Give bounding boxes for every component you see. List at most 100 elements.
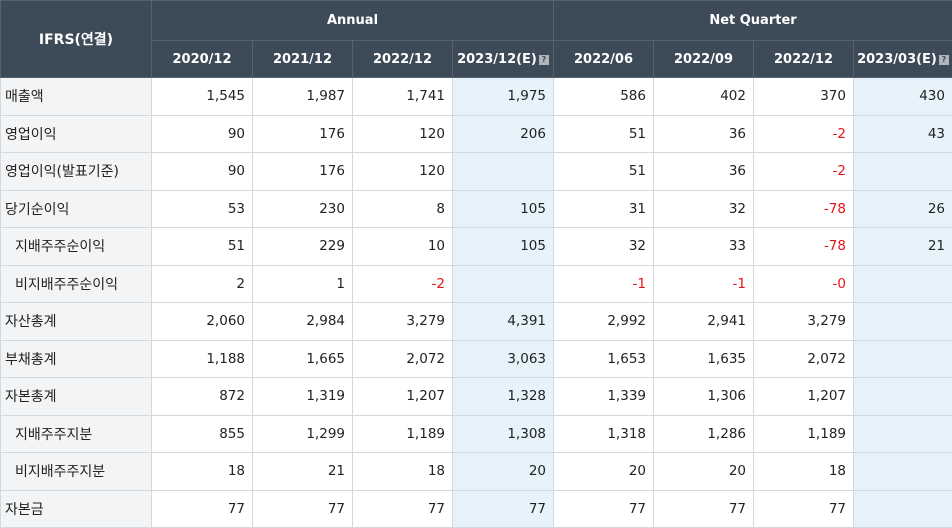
table-cell: 43 xyxy=(854,115,952,153)
table-cell: 33 xyxy=(654,228,754,266)
table-cell: 77 xyxy=(654,490,754,528)
table-cell: 1,207 xyxy=(754,378,854,416)
row-label: 자본금 xyxy=(1,490,152,528)
table-cell: 1,308 xyxy=(453,415,554,453)
table-cell: 32 xyxy=(654,190,754,228)
table-cell: 36 xyxy=(654,153,754,191)
row-label: 부채총계 xyxy=(1,340,152,378)
column-header-label: 2021/12 xyxy=(273,52,332,67)
net-quarter-group-header: Net Quarter xyxy=(554,1,952,41)
table-cell: 18 xyxy=(152,453,253,491)
row-label: 비지배주주지분 xyxy=(1,453,152,491)
table-cell: 1 xyxy=(253,265,353,303)
estimate-help-icon[interactable]: ? xyxy=(939,55,949,65)
table-cell: 1,189 xyxy=(754,415,854,453)
column-header: 2020/12 xyxy=(152,41,253,78)
table-cell: 105 xyxy=(453,190,554,228)
table-cell: -1 xyxy=(554,265,654,303)
table-cell: 26 xyxy=(854,190,952,228)
table-cell: 18 xyxy=(754,453,854,491)
row-label: 지배주주순이익 xyxy=(1,228,152,266)
table-cell: 77 xyxy=(353,490,453,528)
table-cell: -78 xyxy=(754,190,854,228)
table-cell: 20 xyxy=(453,453,554,491)
table-cell: 32 xyxy=(554,228,654,266)
table-cell: 120 xyxy=(353,115,453,153)
table-cell: 21 xyxy=(854,228,952,266)
table-cell: 105 xyxy=(453,228,554,266)
table-cell: -78 xyxy=(754,228,854,266)
table-cell xyxy=(854,303,952,341)
table-cell: 18 xyxy=(353,453,453,491)
table-cell: 1,188 xyxy=(152,340,253,378)
table-cell xyxy=(453,153,554,191)
table-cell: 21 xyxy=(253,453,353,491)
table-cell: 1,653 xyxy=(554,340,654,378)
row-label: 지배주주지분 xyxy=(1,415,152,453)
row-label: 당기순이익 xyxy=(1,190,152,228)
row-label: 비지배주주순이익 xyxy=(1,265,152,303)
table-cell: -2 xyxy=(754,153,854,191)
table-cell: 90 xyxy=(152,115,253,153)
table-cell: 1,328 xyxy=(453,378,554,416)
annual-group-header: Annual xyxy=(152,1,554,41)
table-cell xyxy=(854,490,952,528)
table-cell xyxy=(854,340,952,378)
table-cell: 1,339 xyxy=(554,378,654,416)
column-header: 2023/03(E)? xyxy=(854,41,952,78)
table-cell: 2,992 xyxy=(554,303,654,341)
row-label: 매출액 xyxy=(1,78,152,116)
table-cell: 1,318 xyxy=(554,415,654,453)
table-cell: 176 xyxy=(253,153,353,191)
estimate-help-icon[interactable]: ? xyxy=(539,55,549,65)
column-header-label: 2023/03(E) xyxy=(857,52,937,67)
table-cell: 1,987 xyxy=(253,78,353,116)
row-label: 자산총계 xyxy=(1,303,152,341)
table-cell: -1 xyxy=(654,265,754,303)
table-cell: 230 xyxy=(253,190,353,228)
table-cell: -2 xyxy=(754,115,854,153)
column-header: 2021/12 xyxy=(253,41,353,78)
table-cell: 1,189 xyxy=(353,415,453,453)
table-cell: 855 xyxy=(152,415,253,453)
table-cell xyxy=(854,265,952,303)
table-cell: 4,391 xyxy=(453,303,554,341)
table-cell: 77 xyxy=(754,490,854,528)
table-cell: 77 xyxy=(152,490,253,528)
table-cell: 2,060 xyxy=(152,303,253,341)
column-header-label: 2022/06 xyxy=(574,52,633,67)
table-cell: 8 xyxy=(353,190,453,228)
table-cell: 2,984 xyxy=(253,303,353,341)
table-cell xyxy=(854,453,952,491)
table-cell: 51 xyxy=(152,228,253,266)
table-cell: 3,279 xyxy=(353,303,453,341)
column-header-label: 2020/12 xyxy=(172,52,231,67)
table-cell: 120 xyxy=(353,153,453,191)
table-cell: 402 xyxy=(654,78,754,116)
table-cell: 3,279 xyxy=(754,303,854,341)
column-header: 2022/12 xyxy=(754,41,854,78)
column-header-label: 2022/09 xyxy=(674,52,733,67)
row-label: 영업이익(발표기준) xyxy=(1,153,152,191)
row-label: 자본총계 xyxy=(1,378,152,416)
row-label: 영업이익 xyxy=(1,115,152,153)
column-header: 2022/06 xyxy=(554,41,654,78)
table-cell: 1,319 xyxy=(253,378,353,416)
table-cell: 1,207 xyxy=(353,378,453,416)
table-cell: 2,072 xyxy=(754,340,854,378)
table-cell: 53 xyxy=(152,190,253,228)
table-cell: 1,741 xyxy=(353,78,453,116)
table-cell xyxy=(854,415,952,453)
table-cell: -0 xyxy=(754,265,854,303)
